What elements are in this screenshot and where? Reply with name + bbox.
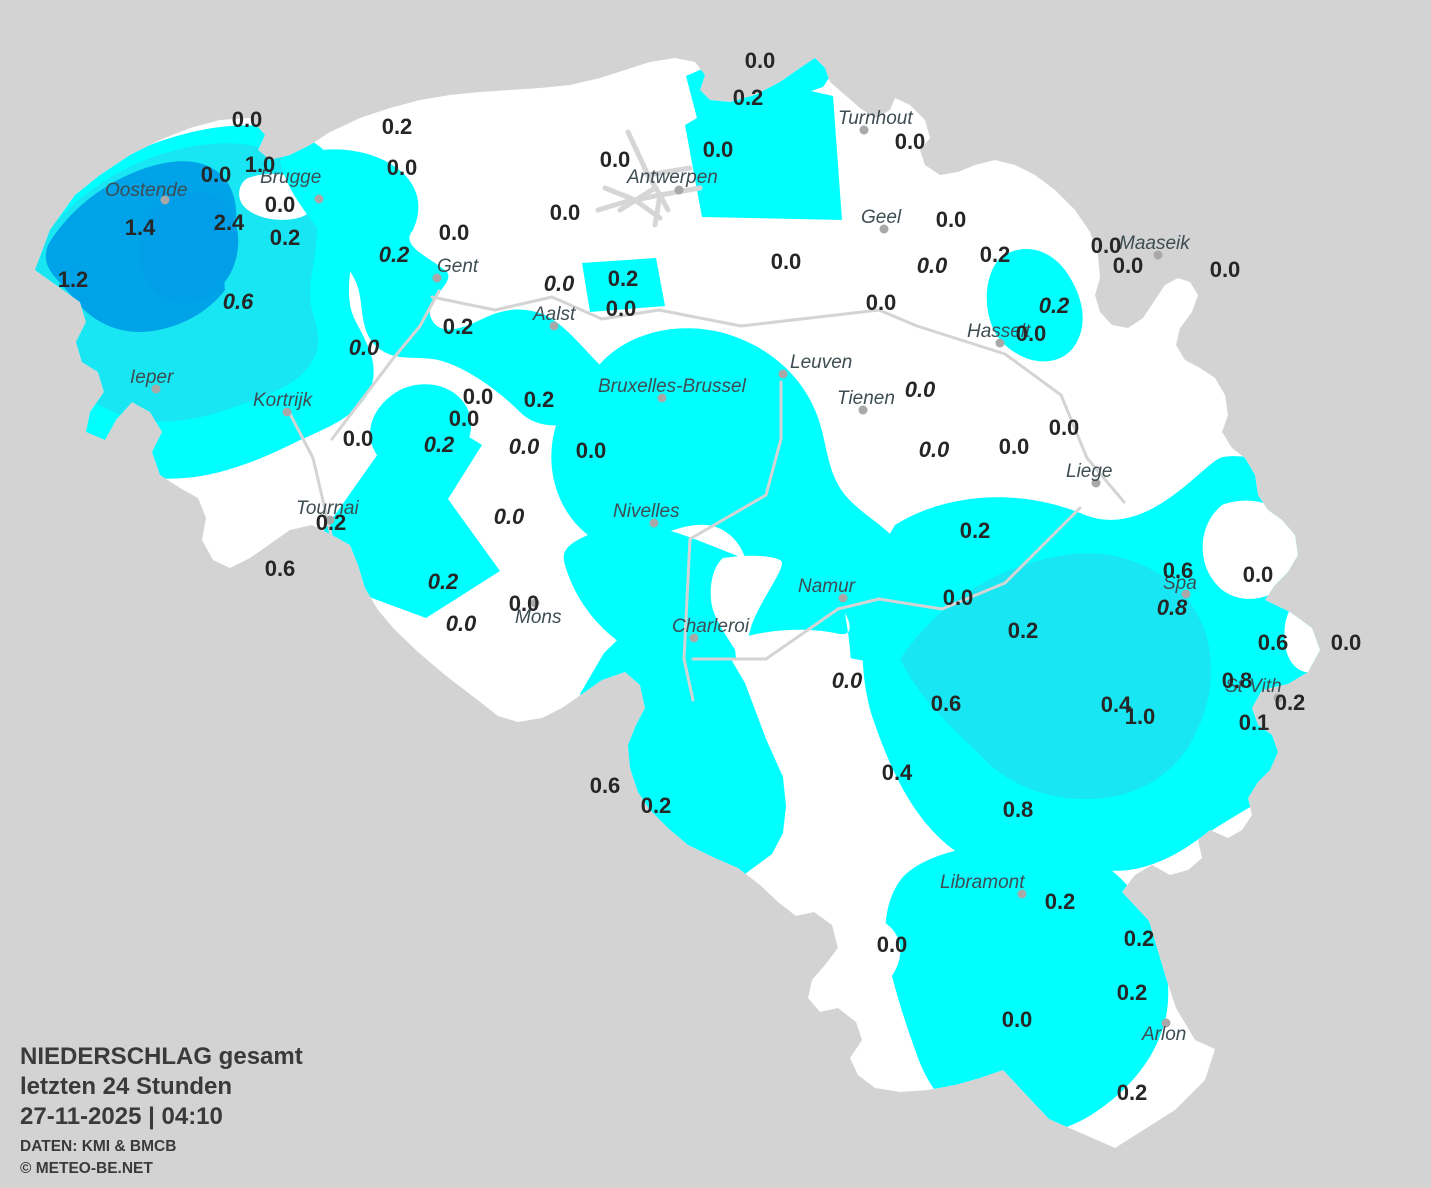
svg-text:0.0: 0.0 xyxy=(703,137,734,162)
svg-text:Maaseik: Maaseik xyxy=(1119,233,1191,254)
svg-text:0.0: 0.0 xyxy=(600,147,631,172)
svg-text:0.2: 0.2 xyxy=(524,387,555,412)
svg-text:0.2: 0.2 xyxy=(379,242,410,267)
svg-text:0.8: 0.8 xyxy=(1157,595,1188,620)
svg-text:0.4: 0.4 xyxy=(882,760,913,785)
svg-text:0.6: 0.6 xyxy=(265,556,296,581)
svg-text:1.4: 1.4 xyxy=(125,215,156,240)
svg-text:0.0: 0.0 xyxy=(895,129,926,154)
svg-text:Nivelles: Nivelles xyxy=(613,501,680,522)
svg-text:0.6: 0.6 xyxy=(590,773,621,798)
svg-text:Namur: Namur xyxy=(798,576,856,597)
svg-text:Aalst: Aalst xyxy=(532,304,576,325)
svg-text:DATEN: KMI & BMCB: DATEN: KMI & BMCB xyxy=(20,1138,176,1155)
svg-text:0.0: 0.0 xyxy=(832,668,863,693)
svg-text:Libramont: Libramont xyxy=(940,872,1025,893)
svg-text:0.0: 0.0 xyxy=(771,249,802,274)
svg-text:0.2: 0.2 xyxy=(733,85,764,110)
svg-text:Oostende: Oostende xyxy=(105,180,187,201)
svg-text:0.2: 0.2 xyxy=(980,242,1011,267)
svg-text:0.2: 0.2 xyxy=(1124,926,1155,951)
svg-text:0.0: 0.0 xyxy=(905,377,936,402)
svg-text:1.0: 1.0 xyxy=(1125,704,1156,729)
svg-text:0.2: 0.2 xyxy=(608,266,639,291)
svg-text:0.2: 0.2 xyxy=(1045,889,1076,914)
svg-text:0.0: 0.0 xyxy=(1243,562,1274,587)
svg-text:0.0: 0.0 xyxy=(866,290,897,315)
svg-text:0.0: 0.0 xyxy=(446,611,477,636)
svg-text:0.0: 0.0 xyxy=(936,207,967,232)
svg-text:0.0: 0.0 xyxy=(919,437,950,462)
svg-text:0.2: 0.2 xyxy=(1275,690,1306,715)
svg-text:0.0: 0.0 xyxy=(1049,415,1080,440)
svg-text:0.0: 0.0 xyxy=(201,162,232,187)
svg-text:Geel: Geel xyxy=(861,207,902,228)
svg-text:0.1: 0.1 xyxy=(1239,710,1270,735)
svg-text:0.0: 0.0 xyxy=(999,434,1030,459)
svg-text:0.2: 0.2 xyxy=(443,314,474,339)
svg-text:0.0: 0.0 xyxy=(1016,321,1047,346)
svg-text:0.2: 0.2 xyxy=(1008,618,1039,643)
svg-text:Gent: Gent xyxy=(437,256,479,277)
svg-text:Tienen: Tienen xyxy=(837,388,895,409)
svg-text:0.6: 0.6 xyxy=(223,289,254,314)
svg-text:0.0: 0.0 xyxy=(877,932,908,957)
svg-text:0.6: 0.6 xyxy=(931,691,962,716)
svg-text:0.2: 0.2 xyxy=(270,225,301,250)
svg-text:0.0: 0.0 xyxy=(606,296,637,321)
svg-text:0.8: 0.8 xyxy=(1222,668,1253,693)
svg-text:0.0: 0.0 xyxy=(917,253,948,278)
svg-text:0.0: 0.0 xyxy=(1002,1007,1033,1032)
svg-text:0.0: 0.0 xyxy=(1331,630,1362,655)
svg-text:letzten 24 Stunden: letzten 24 Stunden xyxy=(20,1073,232,1100)
svg-text:0.2: 0.2 xyxy=(424,432,455,457)
svg-text:Turnhout: Turnhout xyxy=(838,108,913,129)
svg-text:0.0: 0.0 xyxy=(265,192,296,217)
svg-text:Bruxelles-Brussel: Bruxelles-Brussel xyxy=(598,376,747,397)
svg-text:1.0: 1.0 xyxy=(245,152,276,177)
svg-text:0.2: 0.2 xyxy=(1039,293,1070,318)
svg-text:Charleroi: Charleroi xyxy=(672,616,750,637)
svg-text:0.0: 0.0 xyxy=(550,200,581,225)
svg-text:0.0: 0.0 xyxy=(1210,257,1241,282)
svg-text:0.0: 0.0 xyxy=(745,48,776,73)
svg-text:0.0: 0.0 xyxy=(232,107,263,132)
svg-text:Kortrijk: Kortrijk xyxy=(253,390,314,411)
svg-text:0.2: 0.2 xyxy=(1117,1080,1148,1105)
svg-text:0.0: 0.0 xyxy=(387,155,418,180)
svg-text:0.0: 0.0 xyxy=(343,426,374,451)
svg-text:0.2: 0.2 xyxy=(316,510,347,535)
svg-text:2.4: 2.4 xyxy=(214,210,245,235)
svg-text:Leuven: Leuven xyxy=(790,352,852,373)
svg-text:0.2: 0.2 xyxy=(382,114,413,139)
svg-text:Ieper: Ieper xyxy=(130,367,174,388)
svg-text:0.0: 0.0 xyxy=(449,406,480,431)
svg-text:Liege: Liege xyxy=(1066,461,1113,482)
svg-text:0.0: 0.0 xyxy=(1113,253,1144,278)
svg-text:1.2: 1.2 xyxy=(58,267,89,292)
svg-text:0.8: 0.8 xyxy=(1003,797,1034,822)
svg-text:Antwerpen: Antwerpen xyxy=(626,167,718,188)
svg-text:0.2: 0.2 xyxy=(960,518,991,543)
svg-text:0.6: 0.6 xyxy=(1258,630,1289,655)
svg-text:0.0: 0.0 xyxy=(439,220,470,245)
svg-text:0.0: 0.0 xyxy=(943,585,974,610)
svg-text:0.0: 0.0 xyxy=(509,591,540,616)
svg-text:0.2: 0.2 xyxy=(641,793,672,818)
svg-text:0.0: 0.0 xyxy=(544,271,575,296)
svg-text:0.2: 0.2 xyxy=(1117,980,1148,1005)
svg-text:27-11-2025 | 04:10: 27-11-2025 | 04:10 xyxy=(20,1103,223,1130)
svg-text:0.2: 0.2 xyxy=(428,569,459,594)
svg-text:0.0: 0.0 xyxy=(509,434,540,459)
svg-text:0.0: 0.0 xyxy=(349,335,380,360)
svg-text:NIEDERSCHLAG gesamt: NIEDERSCHLAG gesamt xyxy=(20,1043,303,1070)
svg-text:0.0: 0.0 xyxy=(576,438,607,463)
svg-text:© METEO-BE.NET: © METEO-BE.NET xyxy=(20,1160,153,1177)
svg-text:Arlon: Arlon xyxy=(1141,1024,1186,1045)
svg-text:0.6: 0.6 xyxy=(1163,558,1194,583)
svg-text:0.0: 0.0 xyxy=(494,504,525,529)
